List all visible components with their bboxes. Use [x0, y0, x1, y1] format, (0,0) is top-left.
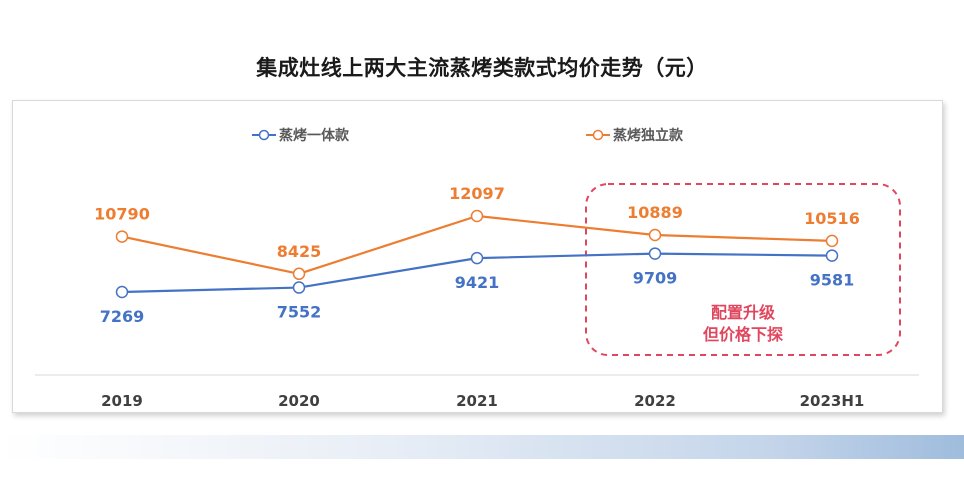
x-tick-label: 2020	[278, 392, 320, 410]
data-label: 10889	[627, 203, 683, 222]
data-point	[115, 230, 129, 243]
data-point	[825, 249, 839, 262]
data-label: 8425	[277, 242, 322, 261]
data-label: 7552	[277, 303, 322, 322]
data-point	[292, 267, 306, 281]
annotation-text: 配置升级	[711, 303, 776, 322]
data-point	[648, 228, 662, 242]
x-tick-label: 2022	[634, 392, 676, 410]
chart-title: 集成灶线上两大主流蒸烤类款式均价走势（元）	[256, 56, 708, 80]
highlight-box	[585, 183, 901, 356]
decorative-band	[0, 435, 964, 459]
data-label: 10790	[94, 205, 150, 224]
data-label: 9709	[633, 269, 678, 288]
series-line	[121, 214, 833, 275]
data-point	[470, 209, 484, 223]
x-tick-label: 2023H1	[800, 392, 865, 410]
data-point	[470, 251, 484, 265]
annotation-text: 但价格下探	[703, 325, 783, 344]
data-label: 7269	[100, 307, 145, 326]
data-point	[648, 247, 662, 260]
legend-marker	[592, 129, 604, 141]
x-tick-label: 2021	[456, 392, 498, 410]
legend-label: 蒸烤一体款	[279, 127, 350, 144]
legend-marker	[258, 129, 270, 141]
data-label: 10516	[804, 209, 860, 228]
data-point	[115, 285, 129, 299]
x-tick-label: 2019	[101, 392, 143, 410]
data-label: 9581	[810, 271, 855, 290]
legend-label: 蒸烤独立款	[613, 127, 684, 144]
data-label: 12097	[449, 184, 505, 203]
data-point	[825, 234, 839, 248]
data-label: 9421	[455, 273, 500, 292]
data-point	[292, 281, 306, 294]
